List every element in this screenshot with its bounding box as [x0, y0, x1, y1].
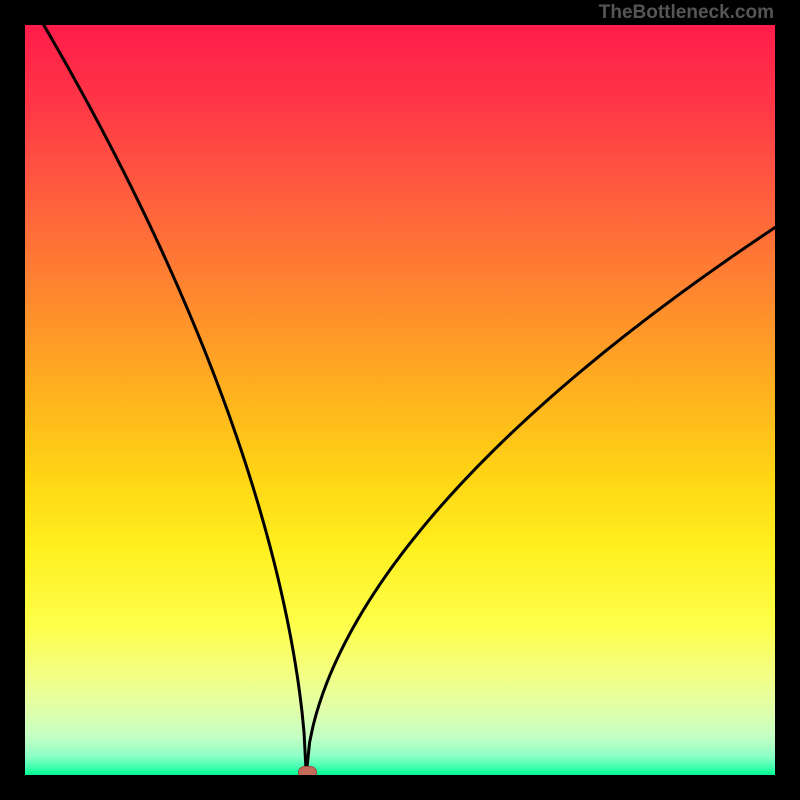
- plot-area: [25, 25, 775, 775]
- min-marker: [298, 766, 317, 775]
- watermark-text: TheBottleneck.com: [599, 2, 774, 24]
- bottleneck-curve: [25, 25, 775, 775]
